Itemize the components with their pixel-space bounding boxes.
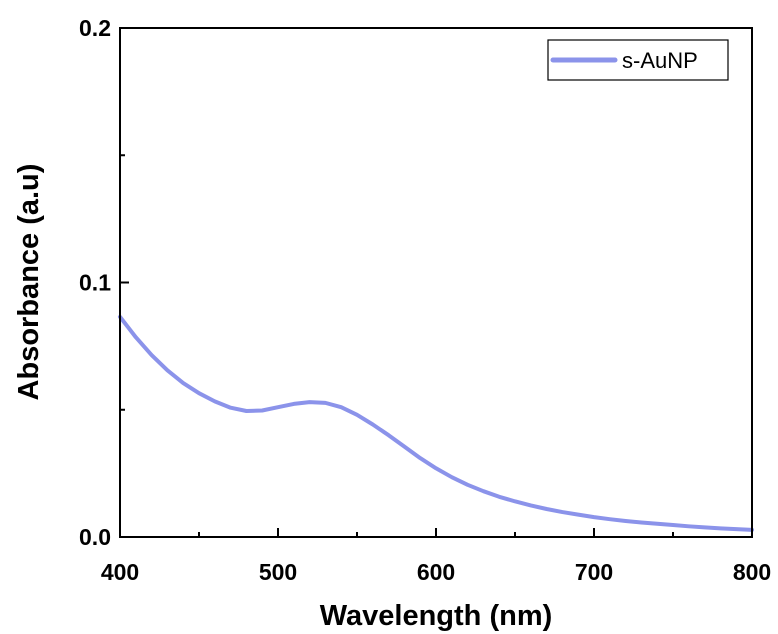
series-line-0	[118, 314, 754, 532]
x-tick-label-800: 800	[733, 559, 771, 585]
y-tick-label-0.1: 0.1	[79, 270, 111, 296]
axes	[119, 27, 753, 538]
x-tick-label-400: 400	[101, 559, 139, 585]
axis-frame	[119, 27, 753, 538]
y-tick-label-0: 0.0	[79, 524, 111, 550]
legend: s-AuNP	[547, 39, 729, 81]
y-tick-label-0.2: 0.2	[79, 15, 111, 41]
plot-area	[118, 314, 754, 532]
x-tick-label-600: 600	[417, 559, 455, 585]
y-axis-title: Absorbance (a.u)	[13, 164, 45, 401]
labels: 400 500 600 700 800 0.0 0.1 0.2	[79, 15, 771, 585]
x-tick-label-700: 700	[575, 559, 613, 585]
x-axis-title: Wavelength (nm)	[320, 600, 553, 632]
legend-label-s-aunp: s-AuNP	[622, 48, 698, 73]
x-tick-label-500: 500	[259, 559, 297, 585]
